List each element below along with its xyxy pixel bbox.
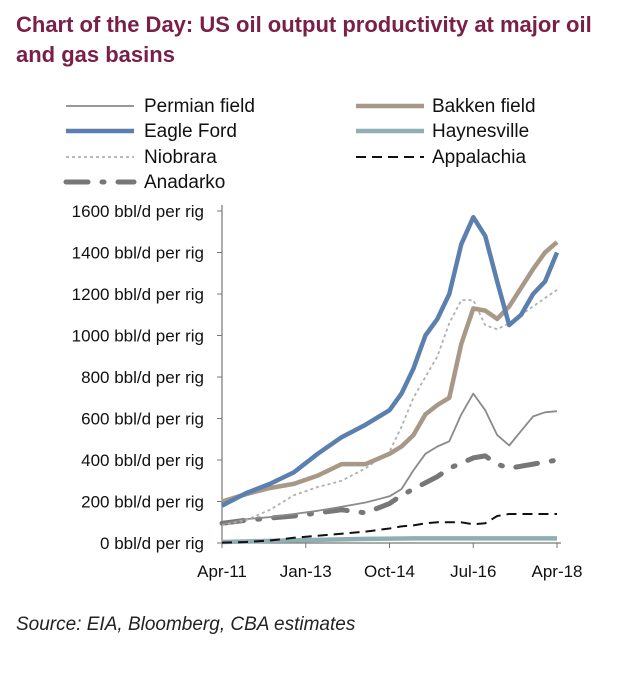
y-tick-label: 800 bbl/d per rig (81, 368, 204, 387)
y-tick-label: 200 bbl/d per rig (81, 493, 204, 512)
x-tick-label: Jul-16 (450, 562, 496, 581)
series-line-anadarko (219, 453, 560, 526)
y-tick-label: 1000 bbl/d per rig (72, 327, 204, 346)
y-tick-label: 0 bbl/d per rig (100, 534, 204, 553)
legend-label-niobrara: Niobrara (144, 147, 217, 168)
y-tick-label: 400 bbl/d per rig (81, 451, 204, 470)
chart-title: Chart of the Day: US oil output producti… (16, 12, 592, 67)
y-tick-label: 600 bbl/d per rig (81, 410, 204, 429)
legend: Permian field Bakken field Eagle Ford Hayne… (63, 96, 536, 193)
legend-label-anadarko: Anadarko (144, 172, 225, 193)
legend-label-bakken-field: Bakken field (432, 96, 536, 117)
x-tick-label: Jan-13 (280, 562, 332, 581)
series-line-permian-field (221, 392, 558, 526)
legend-label-haynesville: Haynesville (432, 121, 529, 142)
plot-area (219, 214, 560, 545)
legend-label-eagle-ford: Eagle Ford (144, 121, 237, 142)
x-tick-label: Oct-14 (364, 562, 415, 581)
series-line-bakken-field (221, 240, 559, 504)
series-line-haynesville (221, 536, 557, 545)
y-tick-label: 1600 bbl/d per rig (72, 202, 204, 221)
x-tick-label: Apr-18 (531, 562, 582, 581)
series-line-appalachia (221, 513, 557, 544)
y-tick-label: 1200 bbl/d per rig (72, 285, 204, 304)
series-line-eagle-ford (220, 214, 560, 508)
legend-label-appalachia: Appalachia (432, 147, 526, 168)
chart: Permian field Bakken field Eagle Ford Hayne… (63, 96, 583, 581)
x-tick-label: Apr-11 (197, 562, 247, 581)
series-line-niobrara (221, 289, 558, 527)
source-note: Source: EIA, Bloomberg, CBA estimates (16, 614, 356, 635)
y-axis: 0 bbl/d per rig 200 bbl/d per rig 400 bbl/… (72, 202, 223, 553)
y-tick-label: 1400 bbl/d per rig (72, 244, 204, 263)
x-axis: Apr-11 Jan-13 Oct-14 Jul-16 Apr-18 (197, 542, 583, 581)
legend-label-permian-field: Permian field (144, 96, 255, 117)
